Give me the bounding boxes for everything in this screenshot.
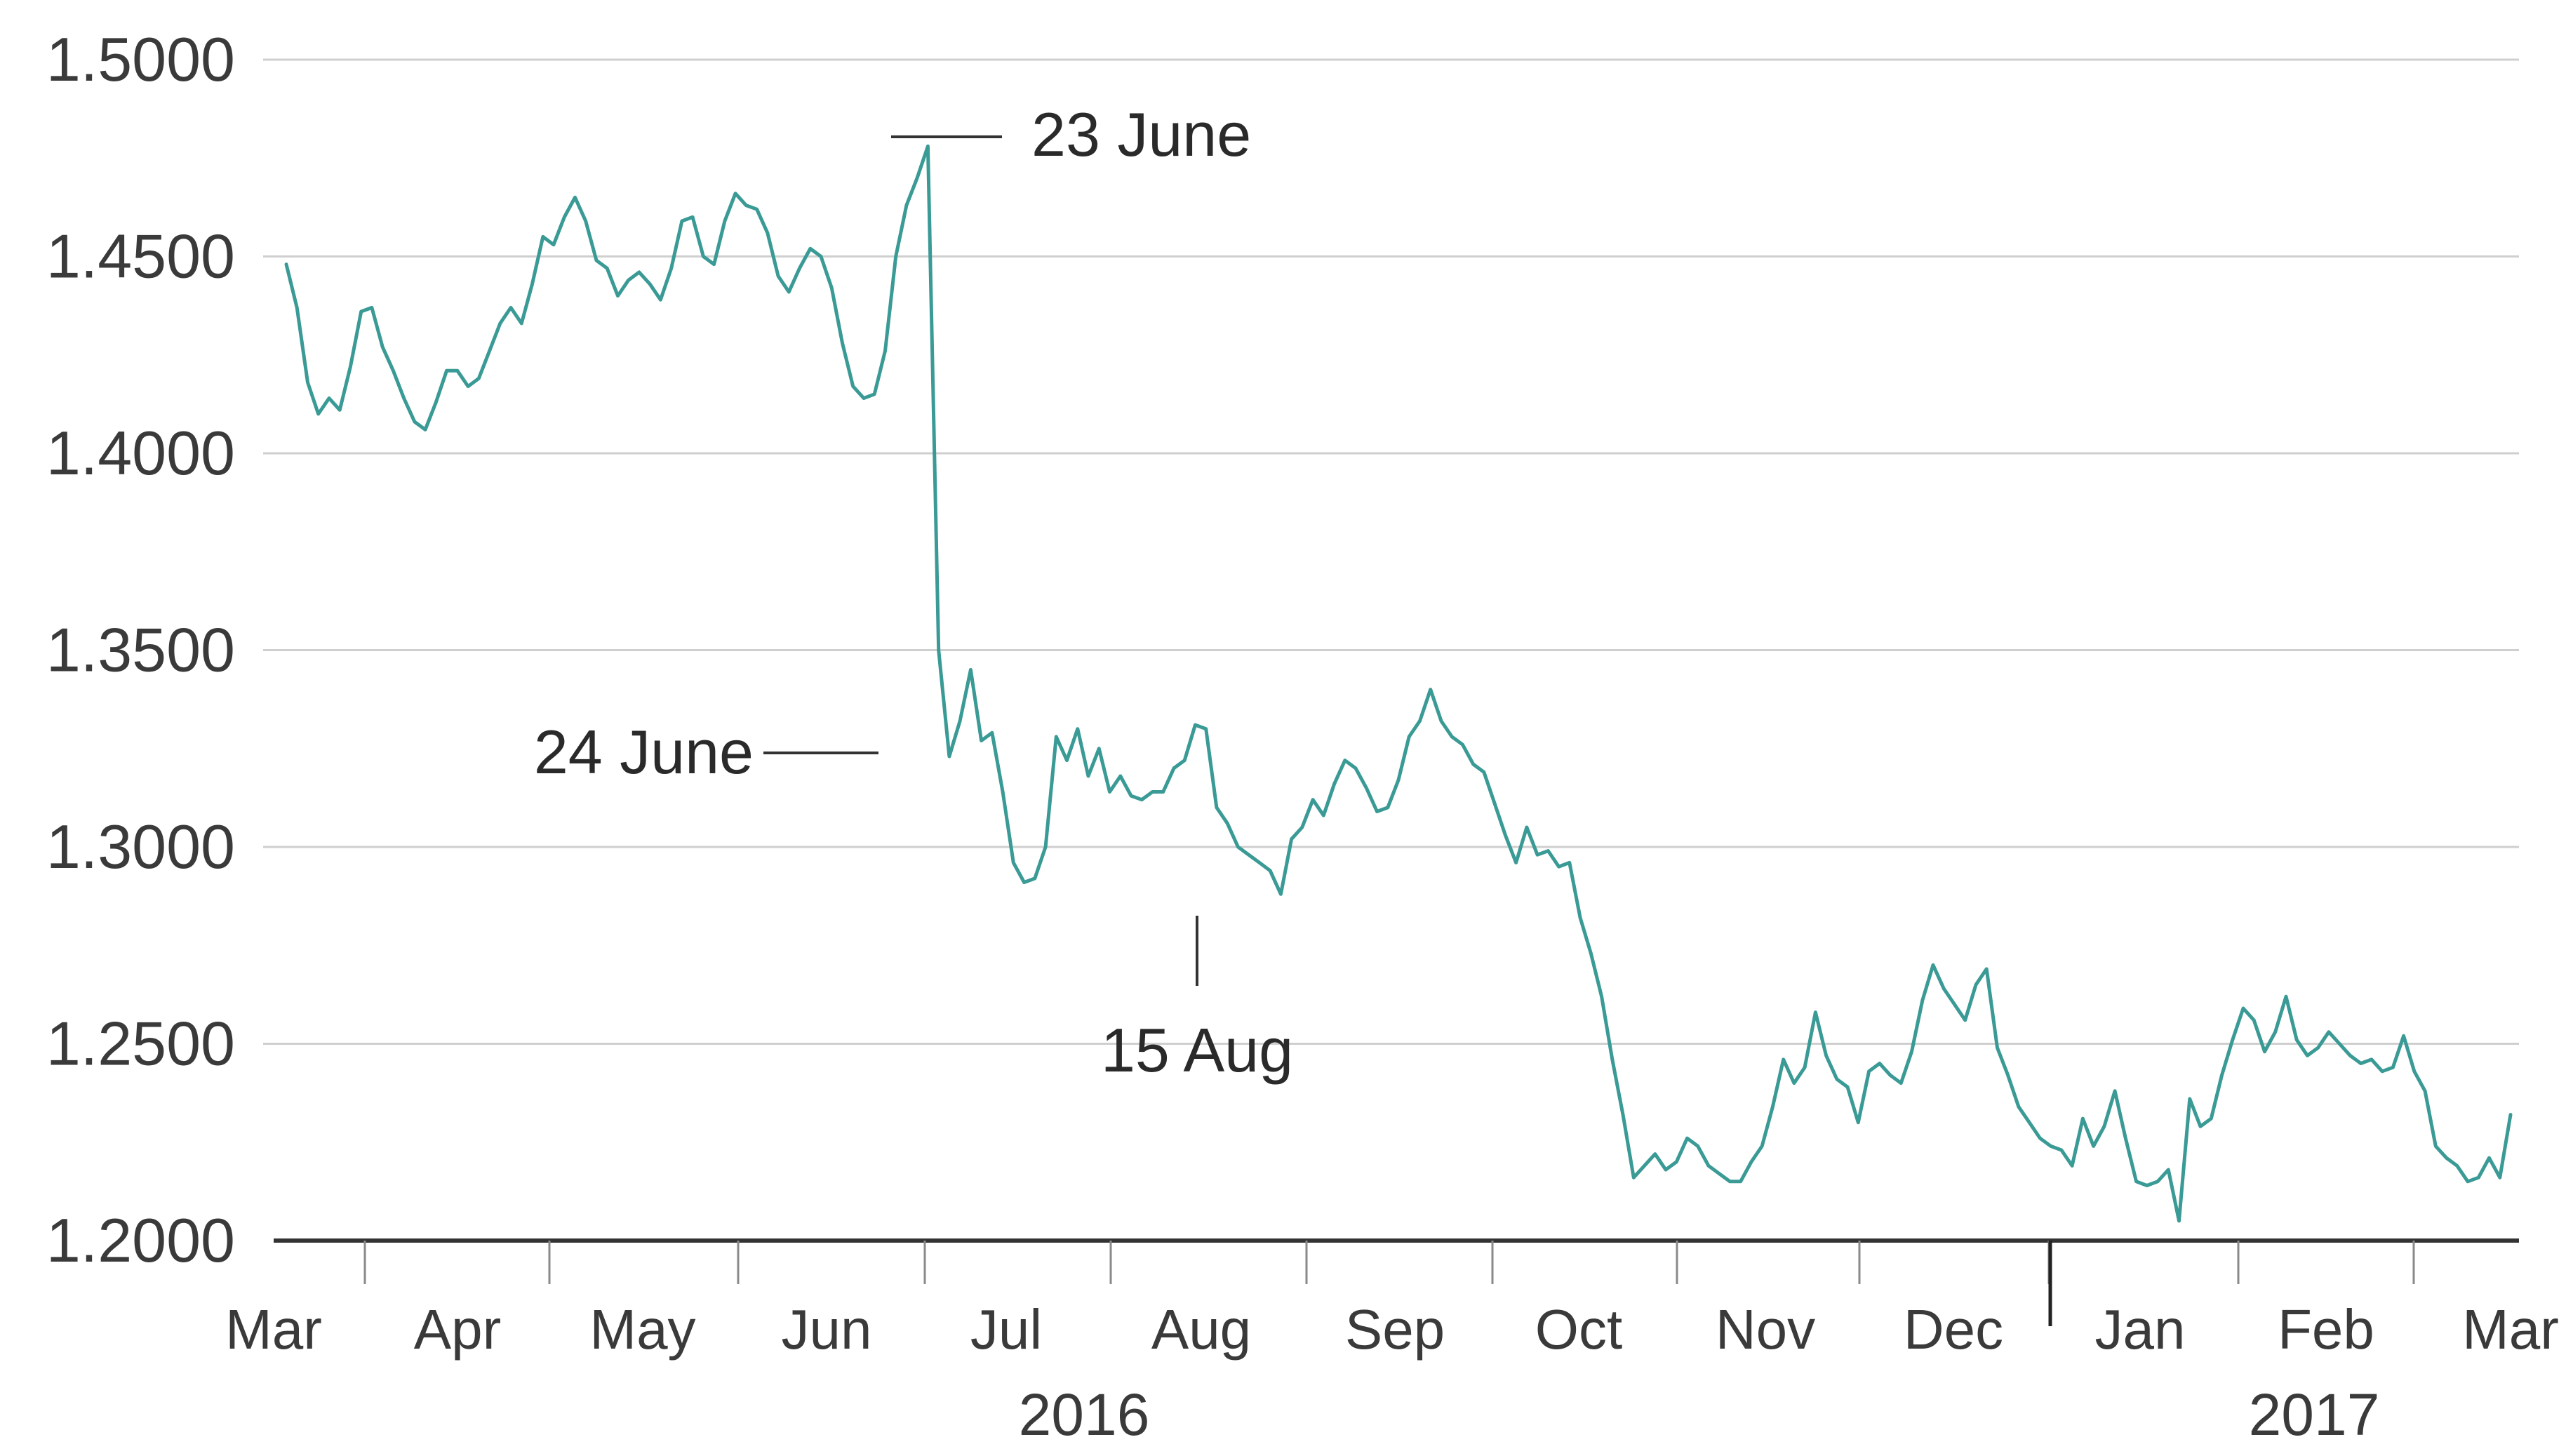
series-line-rate — [284, 144, 2513, 1223]
x-tick-label: Mar — [2462, 1298, 2559, 1361]
x-tick-label: May — [589, 1298, 695, 1361]
y-tick-label: 1.2000 — [46, 1205, 235, 1275]
y-tick-label: 1.4000 — [46, 418, 235, 488]
y-tick-label: 1.4500 — [46, 222, 235, 291]
x-tick-label: Feb — [2278, 1298, 2374, 1361]
x-tick-label: Nov — [1716, 1298, 1815, 1361]
x-tick-label: Aug — [1151, 1298, 1251, 1361]
year-label-2017: 2017 — [2249, 1382, 2380, 1448]
x-tick-label: Apr — [414, 1298, 502, 1361]
x-tick-label: Dec — [1904, 1298, 2003, 1361]
annotation-24-june: 24 June — [534, 717, 754, 787]
annotation-15-aug: 15 Aug — [1101, 1015, 1293, 1085]
x-axis-ticks: Mar Apr May Jun Jul Aug Sep Oct Nov Dec Jan Feb Mar — [225, 1241, 2559, 1361]
year-label-2016: 2016 — [1019, 1382, 1150, 1448]
x-tick-label: Jul — [970, 1298, 1042, 1361]
x-tick-label: Oct — [1535, 1298, 1622, 1361]
y-tick-label: 1.5000 — [46, 25, 235, 94]
y-tick-label: 1.3000 — [46, 812, 235, 881]
x-tick-label: Sep — [1345, 1298, 1445, 1361]
annotation-23-june: 23 June — [1031, 100, 1251, 169]
y-tick-label: 1.2500 — [46, 1009, 235, 1078]
grid-lines — [263, 58, 2519, 1045]
x-tick-label: Jun — [782, 1298, 872, 1361]
y-axis-ticks: 1.5000 1.4500 1.4000 1.3500 1.3000 1.2500 1.20… — [46, 25, 235, 1275]
x-tick-label: Mar — [225, 1298, 322, 1361]
x-tick-label: Jan — [2095, 1298, 2186, 1361]
y-tick-label: 1.3500 — [46, 615, 235, 685]
